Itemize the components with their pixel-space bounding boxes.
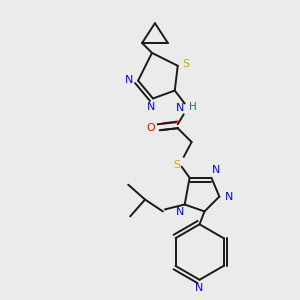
Text: N: N xyxy=(176,103,185,113)
Text: N: N xyxy=(125,75,134,85)
Text: N: N xyxy=(176,207,184,218)
Text: N: N xyxy=(225,192,233,202)
Text: S: S xyxy=(173,160,180,170)
Text: S: S xyxy=(182,59,189,69)
Text: H: H xyxy=(189,102,196,112)
Text: N: N xyxy=(195,283,204,293)
Text: O: O xyxy=(147,123,155,133)
Text: N: N xyxy=(212,165,220,175)
Text: N: N xyxy=(147,102,155,112)
